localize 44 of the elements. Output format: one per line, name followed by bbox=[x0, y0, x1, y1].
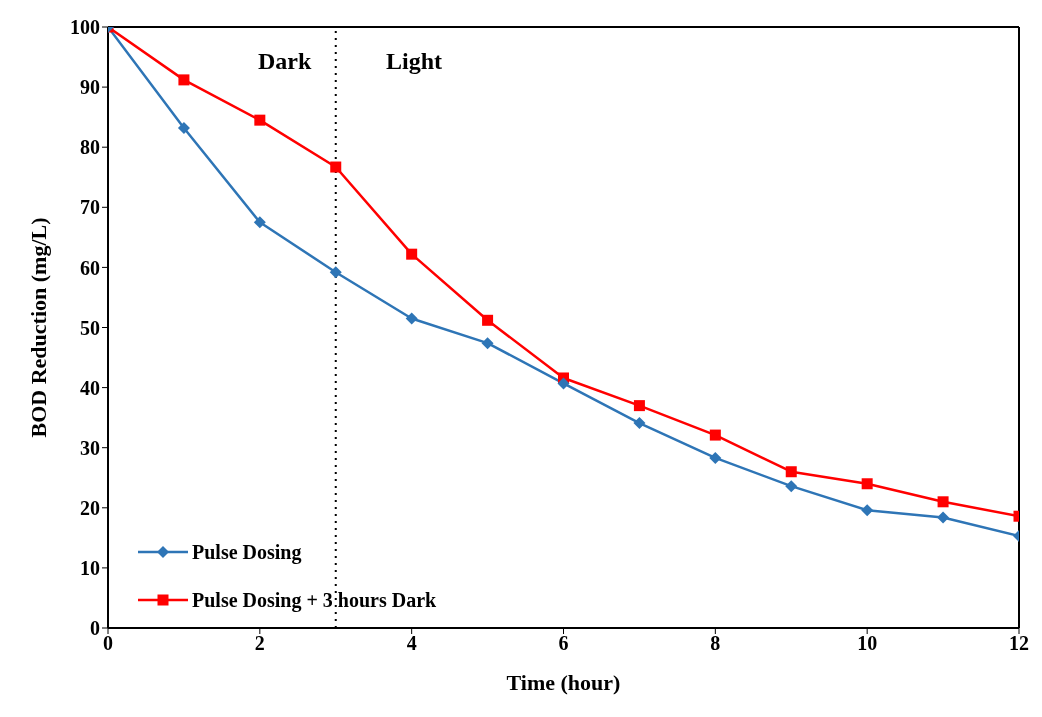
y-tick-label: 60 bbox=[80, 256, 100, 279]
x-tick-label: 10 bbox=[857, 632, 878, 655]
legend-label: Pulse Dosing + 3 hours Dark bbox=[192, 588, 437, 612]
annotation: Light bbox=[386, 48, 443, 75]
x-tick-label: 12 bbox=[1009, 632, 1029, 655]
y-tick-label: 50 bbox=[80, 316, 100, 339]
y-tick-label: 100 bbox=[70, 16, 100, 39]
point bbox=[785, 466, 797, 478]
x-tick-label: 6 bbox=[558, 632, 569, 655]
point bbox=[254, 114, 266, 126]
y-axis-title: BOD Reduction (mg/L) bbox=[25, 217, 51, 438]
x-tick-label: 2 bbox=[254, 632, 265, 655]
point bbox=[633, 400, 645, 412]
point bbox=[406, 248, 418, 260]
point bbox=[482, 314, 494, 326]
point bbox=[709, 451, 722, 464]
y-tick-label: 10 bbox=[80, 557, 100, 579]
point bbox=[937, 511, 950, 524]
point bbox=[177, 121, 190, 134]
y-tick-label: 40 bbox=[80, 376, 100, 399]
x-axis-title: Time (hour) bbox=[506, 670, 621, 695]
point bbox=[405, 312, 418, 325]
x-tick-label: 4 bbox=[406, 632, 417, 655]
point bbox=[330, 161, 342, 173]
point bbox=[178, 74, 190, 86]
point bbox=[861, 504, 874, 517]
point bbox=[785, 480, 798, 493]
legend-label: Pulse Dosing bbox=[192, 540, 302, 564]
x-tick-label: 8 bbox=[710, 632, 721, 655]
y-tick-label: 90 bbox=[80, 76, 100, 99]
y-tick-label: 70 bbox=[80, 196, 100, 219]
point bbox=[633, 417, 646, 430]
y-tick-label: 0 bbox=[90, 617, 100, 640]
y-tick-label: 20 bbox=[80, 496, 100, 519]
y-tick-label: 80 bbox=[80, 136, 100, 159]
annotation: Dark bbox=[258, 48, 312, 75]
point bbox=[481, 337, 494, 350]
point bbox=[937, 496, 949, 508]
point bbox=[861, 478, 873, 490]
point bbox=[329, 266, 342, 279]
y-tick-label: 30 bbox=[80, 436, 100, 459]
point bbox=[557, 377, 570, 390]
point bbox=[253, 216, 266, 229]
point bbox=[709, 429, 721, 441]
